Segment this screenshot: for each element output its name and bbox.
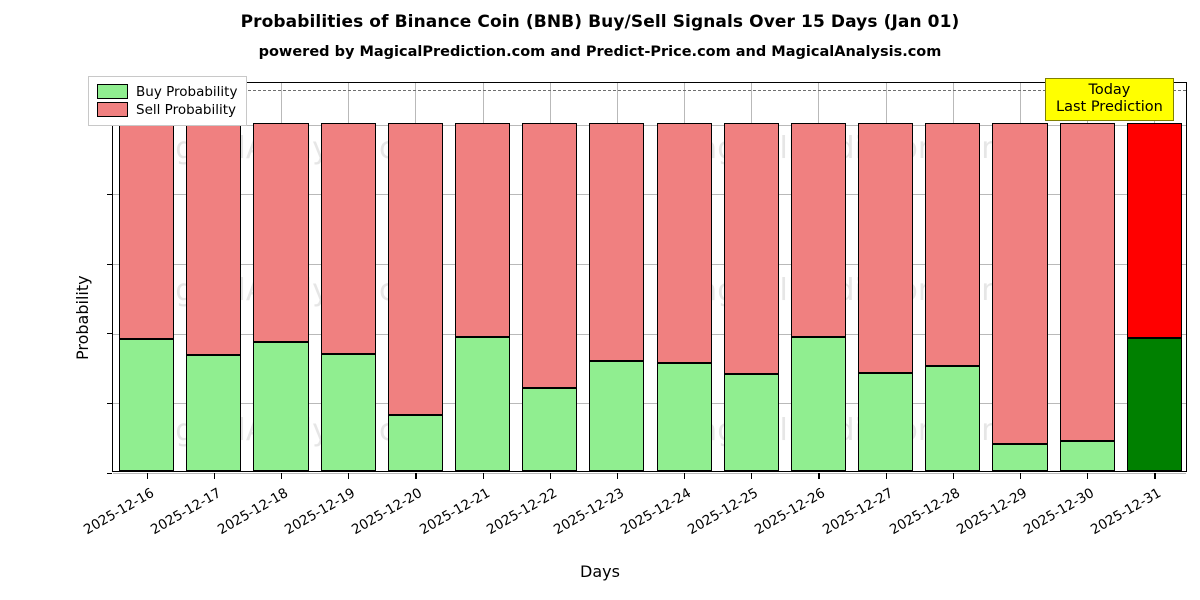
legend-item-sell: Sell Probability (97, 101, 237, 118)
gridline-y (113, 124, 1186, 126)
x-tick-mark (415, 473, 417, 479)
legend-swatch-buy-icon (97, 84, 128, 99)
bar-segment-buy (925, 365, 981, 471)
y-tick-mark (107, 263, 112, 265)
gridline-y (113, 194, 1186, 196)
bar-segment-sell (992, 122, 1048, 445)
legend-swatch-sell-icon (97, 102, 128, 117)
y-tick-mark (107, 472, 112, 474)
bar-segment-buy (589, 360, 645, 471)
x-tick-mark (146, 473, 148, 479)
y-tick-mark (107, 193, 112, 196)
bar-stacked[interactable] (858, 81, 914, 471)
bar-segment-sell (253, 122, 309, 343)
x-tick-mark (952, 473, 955, 479)
bar-stacked[interactable] (387, 81, 443, 471)
bar-segment-sell (858, 122, 914, 373)
bar-stacked[interactable] (589, 81, 645, 471)
x-tick-mark (885, 473, 887, 479)
bar-segment-sell (119, 122, 175, 339)
gridline-y (113, 333, 1186, 335)
x-tick-mark (1154, 473, 1156, 479)
bar-segment-buy (320, 353, 376, 471)
bar-segment-sell (723, 122, 779, 374)
bar-segment-buy (723, 373, 779, 471)
bar-stacked[interactable] (723, 81, 779, 471)
legend: Buy Probability Sell Probability (88, 76, 248, 126)
bar-stacked[interactable] (320, 81, 376, 471)
legend-label-buy: Buy Probability (136, 83, 238, 100)
bar-segment-sell (925, 122, 981, 366)
bar-segment-buy (454, 336, 511, 471)
bar-segment-buy (656, 363, 712, 471)
today-annotation: Today Last Prediction (1045, 78, 1174, 122)
bar-segment-buy (119, 338, 175, 471)
bar-segment-buy (1126, 337, 1182, 471)
bar-stacked[interactable] (925, 81, 981, 471)
x-tick-mark (280, 473, 283, 479)
chart-title: Probabilities of Binance Coin (BNB) Buy/… (240, 12, 960, 32)
bar-segment-sell (589, 122, 645, 361)
bar-segment-sell (656, 122, 712, 364)
bar-segment-buy (253, 342, 309, 471)
x-tick-mark (616, 473, 619, 479)
today-annotation-line1: Today (1088, 82, 1131, 98)
bar-stacked[interactable] (992, 81, 1048, 471)
bar-today[interactable] (1126, 81, 1182, 471)
bar-segment-sell (522, 122, 578, 389)
gridline-y (113, 403, 1186, 405)
x-tick-mark (1020, 473, 1022, 479)
bar-segment-buy (1059, 441, 1115, 471)
plot-area: MagicalAnalysis.comMagicalPrediction.com… (73, 81, 1187, 538)
legend-label-sell: Sell Probability (136, 101, 237, 118)
x-tick-mark (684, 473, 686, 479)
bar-segment-sell (454, 122, 511, 337)
threshold-dashed-line (113, 89, 1186, 91)
x-tick-mark (549, 473, 551, 479)
x-tick-mark (348, 473, 350, 479)
x-tick-mark (213, 473, 215, 479)
bar-segment-buy (858, 372, 914, 471)
x-tick-mark (818, 473, 820, 479)
bar-segment-buy (522, 388, 578, 471)
bar-segment-buy (992, 444, 1048, 471)
bar-segment-sell (1126, 122, 1182, 338)
gridline-y (113, 473, 1186, 474)
bar-segment-buy (387, 415, 443, 471)
bar-stacked[interactable] (656, 81, 712, 471)
bar-stacked[interactable] (790, 81, 847, 471)
bar-segment-sell (1059, 122, 1115, 442)
bar-segment-buy (790, 336, 847, 471)
bar-stacked[interactable] (1059, 81, 1115, 471)
gridline-y (113, 264, 1186, 266)
x-axis-label: Days (580, 562, 620, 581)
bar-segment-buy (186, 354, 242, 471)
bar-segment-sell (387, 122, 443, 416)
x-tick-mark (482, 473, 484, 479)
bar-segment-sell (790, 122, 847, 337)
x-tick-mark (1087, 473, 1089, 479)
bar-stacked[interactable] (454, 81, 511, 471)
chart-subtitle: powered by MagicalPrediction.com and Pre… (258, 44, 942, 60)
y-axis-label: Probability (73, 275, 92, 360)
bar-stacked[interactable] (119, 81, 175, 471)
bar-stacked[interactable] (522, 81, 578, 471)
y-tick-mark (107, 402, 112, 405)
bar-segment-sell (186, 122, 242, 355)
bar-segment-sell (320, 122, 376, 354)
y-tick-mark (107, 333, 112, 335)
bar-stacked[interactable] (186, 81, 242, 471)
today-annotation-line2: Last Prediction (1056, 99, 1163, 116)
x-tick-mark (751, 473, 753, 479)
bar-stacked[interactable] (253, 81, 309, 471)
legend-item-buy: Buy Probability (97, 83, 237, 100)
